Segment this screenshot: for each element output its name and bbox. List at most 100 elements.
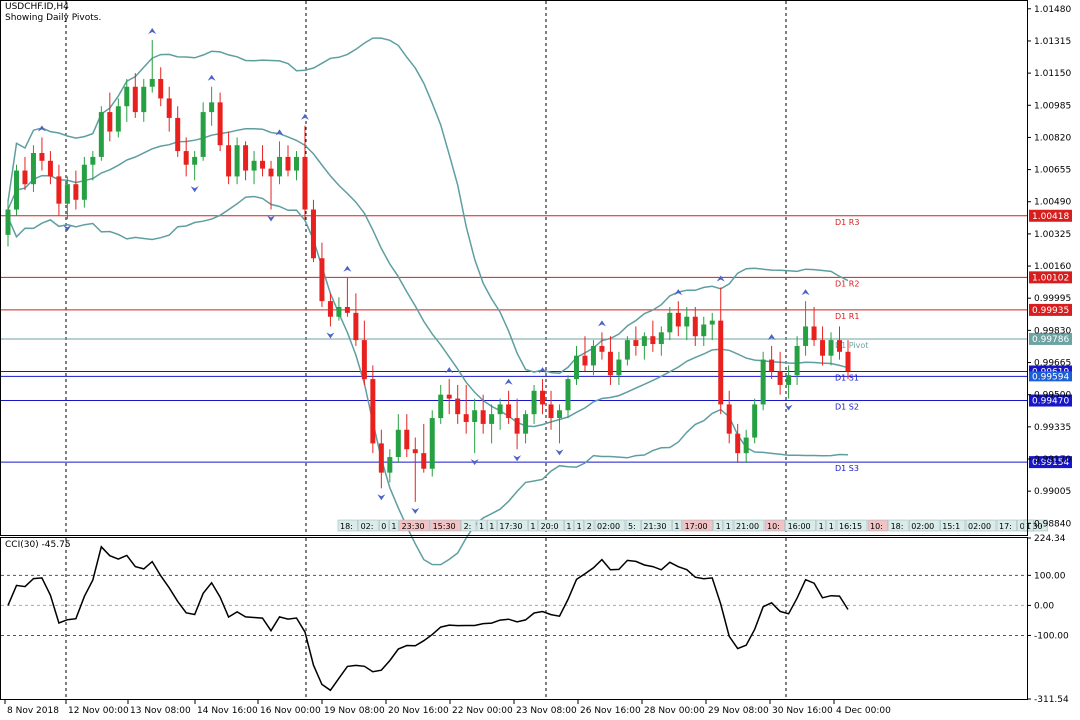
candle-body [404,429,410,450]
fractal-up-icon [674,289,683,296]
candle-body [743,437,749,454]
candle-body [786,375,792,385]
session-tag-box [584,519,595,532]
session-tag-label: 1 [829,522,834,531]
session-tag-box [888,519,909,532]
candle-body [192,156,198,165]
session-tag-box [378,519,389,532]
time-tick-label: 4 Dec 00:00 [836,706,891,716]
candle-body [794,345,800,376]
price-tick-label: 1.01315 [1034,37,1071,47]
session-tag-label: 17: [999,522,1012,531]
candle-body [455,398,461,415]
time-tick-label: 16 Nov 00:00 [260,706,321,716]
candle-body [523,414,529,434]
session-tag: 1 [476,519,487,532]
session-tag-label: 02:00 [911,522,934,531]
candle-body [531,390,537,415]
session-tag-label: 17:00 [685,522,708,531]
session-tag: 20:0 [538,519,564,532]
candle-body [319,258,325,302]
candle-body [395,429,401,458]
session-tag-box [682,519,713,532]
session-tag-label: 10: [870,522,883,531]
candle-body [709,320,715,325]
session-tag-label: 1 [489,522,494,531]
session-tag-box [358,519,379,532]
candle-body [293,156,299,171]
fractal-up-icon [300,113,309,120]
session-tag-label: 2 [587,522,592,531]
session-tag: 17: [996,519,1017,532]
session-tag: 1 [723,519,734,532]
price-tick-label: 1.01150 [1034,69,1071,79]
session-tag-box [486,519,497,532]
candle-body [217,102,223,146]
pivot-price-box [1029,456,1072,469]
cci-tick-label: -100.00 [1034,631,1069,641]
pivot-label: D1 S3 [835,464,859,473]
candle-body [565,379,571,411]
pivot-price-label: 1.00102 [1032,273,1069,283]
middle-band [7,127,849,428]
session-tag-box [594,519,626,532]
pivot-price-box [1029,394,1072,407]
candle-body [226,145,232,177]
candle-body [590,345,596,366]
fractal-up-icon [148,27,157,34]
session-tag: 1 [816,519,827,532]
session-tag-label: 10: [767,522,780,531]
session-tag-label: 02:00 [968,522,991,531]
candle-body [803,326,809,346]
fractal-up-icon [767,333,776,340]
pivot-label: D1 S2 [835,403,859,412]
session-tag: 1 [389,519,399,532]
candle-body [361,340,367,380]
fractal-down-icon [411,507,420,514]
fractal-down-icon [190,186,199,193]
session-tag-label: 18: [340,522,353,531]
candle-body [124,86,130,107]
session-tag: 10: [867,519,888,532]
price-tick-label: 0.99170 [1034,455,1071,465]
lower-band [7,195,849,566]
bollinger-bands [7,37,849,566]
session-tag-box [764,519,785,532]
session-tag: 17:00 [682,519,713,532]
candle-body [599,345,605,352]
candle-body [183,151,189,165]
candle-body [463,414,469,422]
price-tick-label: 0.99995 [1034,294,1071,304]
candle-body [310,209,316,259]
candle-body [633,340,639,346]
candle-body [90,156,96,165]
pivot-price-label: 0.99786 [1032,335,1069,345]
fractal-up-icon [716,275,725,282]
session-labels: 18: 02: 0 1 23:30 15:30 2: 1 1 17:30 1 20:0 1 1 2 02:00… [337,519,1048,532]
symbol-label: USDCHF.ID,H4 [5,2,69,12]
session-tag-box [713,519,724,532]
session-tag-label: 02:00 [597,522,620,531]
session-tag-label: 21:30 [643,522,666,531]
pivot-label: D1 R3 [835,218,859,227]
session-tag-label: 20:0 [541,522,559,531]
session-tag: 02:00 [594,519,626,532]
pivot-price-box [1029,332,1072,345]
price-tick-label: 0.99335 [1034,423,1071,433]
candle-body [769,359,775,372]
session-tag-box [785,519,816,532]
time-tick-label: 8 Nov 2018 [7,706,59,716]
price-tick-label: 1.00655 [1034,166,1071,176]
candle-body [540,390,546,405]
session-tag: 1 [528,519,538,532]
candle-body [429,418,435,469]
session-tag-label: 16:00 [788,522,811,531]
candle-body [675,312,681,327]
session-tag-box [528,519,538,532]
fractal-up-icon [37,125,46,132]
candle-body [47,160,53,177]
candle-body [557,410,563,419]
session-tag-box [461,519,477,532]
candle-body [30,153,36,185]
